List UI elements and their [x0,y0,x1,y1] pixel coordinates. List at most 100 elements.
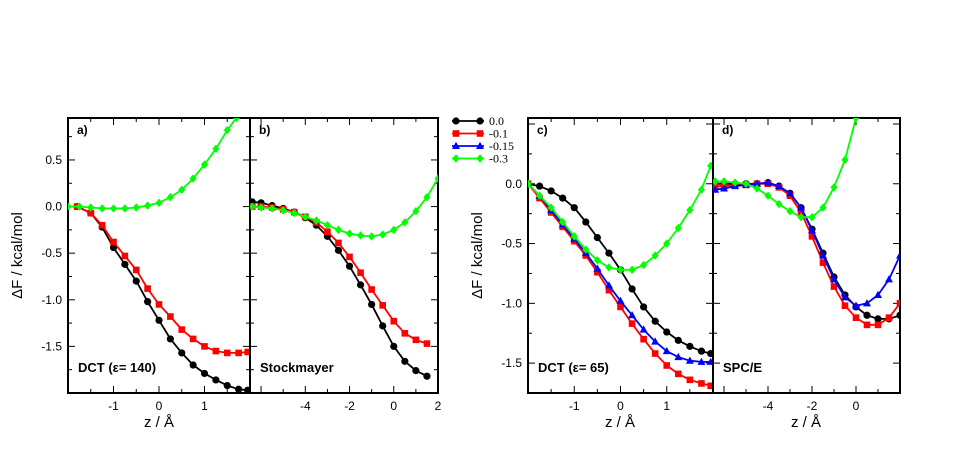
data-point [797,203,805,211]
data-point [301,212,309,222]
x-tick-label: 2 [435,399,442,413]
data-point [830,183,838,192]
data-point [841,302,849,310]
data-point [605,286,613,294]
data-point [698,380,705,387]
data-point [201,343,208,350]
data-point [166,335,174,343]
data-point [685,356,694,364]
data-point [155,198,163,208]
data-point [212,376,220,384]
data-point [559,194,567,202]
data-point [379,322,387,330]
data-point [863,311,871,319]
data-point [674,352,683,361]
data-point [808,226,816,234]
panel-name: SPC/E [723,360,762,375]
data-point [675,370,682,378]
y-tick-label: -1.5 [41,339,62,353]
data-point [200,160,209,169]
plot-frame [249,117,439,394]
data-point [178,326,186,333]
data-point [686,376,694,384]
panel-c: -1 0 1 0.0 -0.5 -1.0 -1.5 ΔF / kcal/mol z / Å c) D… [469,117,714,431]
data-point [528,179,532,188]
y-tick-label: -1.0 [41,293,62,307]
data-point [582,218,590,226]
data-point [547,203,555,212]
x-tick-label: -1 [108,399,119,413]
data-point [379,230,387,239]
data-point [109,204,118,213]
data-point [697,357,706,365]
data-point [852,118,860,123]
data-point [357,269,364,277]
data-point [257,203,265,212]
data-point [312,216,320,225]
data-point [412,367,420,375]
data-point [593,256,601,265]
data-point [200,369,209,378]
panel-name: DCT (ε= 140) [78,360,156,375]
y-tick-label: 0.0 [505,177,522,191]
series-group [528,161,713,390]
data-point [121,252,129,260]
data-point [324,228,331,236]
x-tick-label: -1 [569,399,580,413]
data-point [808,233,816,240]
data-point [594,268,601,276]
y-tick-label: -1.5 [501,356,522,370]
data-point [547,187,555,195]
data-point [640,303,648,311]
data-point [651,317,659,325]
x-tick-label: 0 [390,399,397,413]
x-tick-label: -2 [807,399,818,413]
legend-marker [452,130,460,137]
panel-d: -4 -2 0 z / Å d) SPC/E [712,117,901,431]
data-point [651,251,659,260]
panel-letter: b) [259,123,270,137]
data-point [178,185,186,194]
y-tick-label: 0.0 [45,200,62,214]
data-point [663,239,671,248]
data-point [593,264,602,272]
x-tick-label: 0 [156,399,163,413]
data-point [713,182,719,190]
x-axis-title: z / Å [144,414,174,431]
data-point [244,386,250,393]
data-point [167,313,174,320]
data-point [720,184,728,192]
data-point [110,238,117,246]
data-point [775,181,783,190]
data-point [334,225,343,235]
legend: 0.0-0.1-0.15-0.3 [452,114,514,166]
data-point [401,330,409,337]
data-point [144,201,152,210]
data-point [674,336,682,344]
data-point [166,193,174,202]
data-point [87,203,95,212]
data-point [841,293,849,301]
panel-letter: d) [722,123,733,137]
data-point [808,213,816,222]
legend-marker [476,130,484,137]
data-point [639,325,648,333]
legend-label: -0.15 [489,139,514,153]
legend-label: 0.0 [489,114,504,128]
data-point [628,265,636,275]
data-point [713,185,720,193]
data-point [144,298,152,306]
legend-marker [476,141,484,149]
data-point [244,348,250,356]
data-point [121,260,129,268]
data-point [87,209,95,217]
series-group [250,174,438,380]
legend-marker [452,117,460,125]
data-point [852,301,860,309]
data-point [662,346,671,355]
data-point [235,385,243,393]
series-line--0.1 [76,205,248,354]
data-point [713,177,719,186]
data-point [178,349,186,357]
